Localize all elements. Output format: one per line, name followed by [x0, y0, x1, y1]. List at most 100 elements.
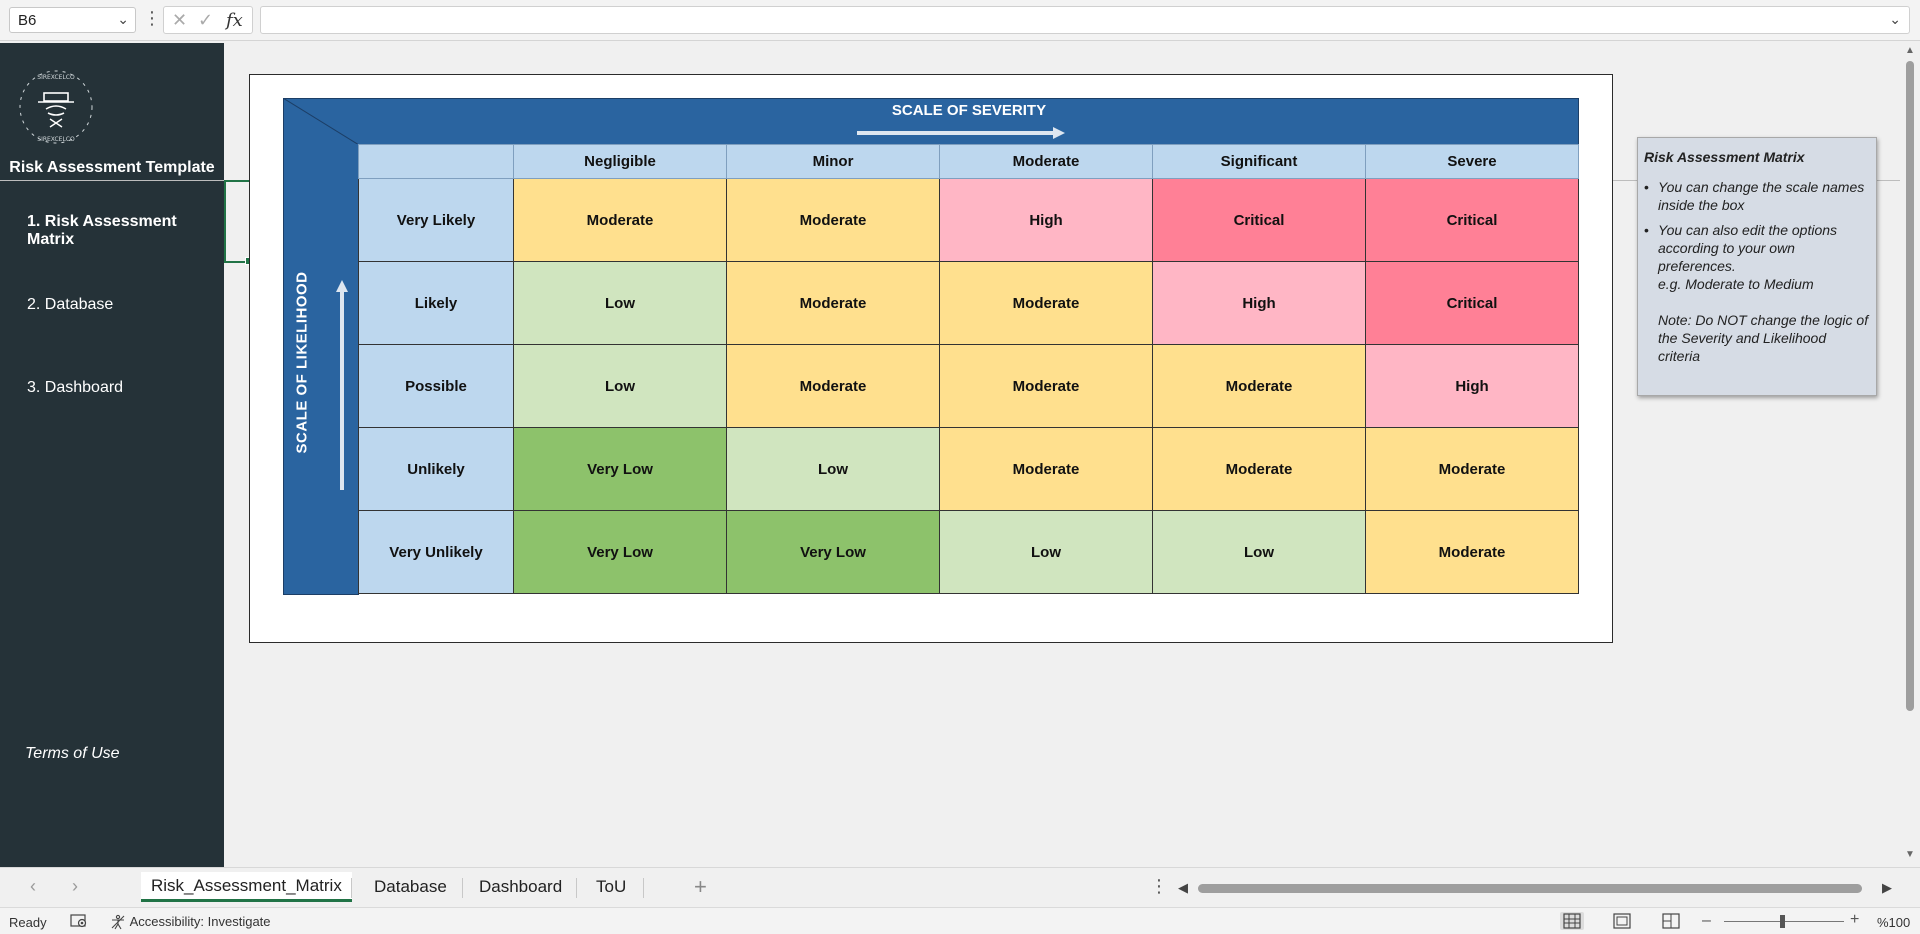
svg-text:SIREXCELCO: SIREXCELCO — [37, 74, 75, 81]
risk-cell[interactable]: Very Low — [513, 427, 727, 511]
matrix-row: Likely Low Moderate Moderate High Critic… — [358, 261, 1579, 345]
risk-cell[interactable]: Critical — [1365, 261, 1579, 345]
severity-header[interactable]: Minor — [726, 144, 940, 179]
note-list: You can change the scale names inside th… — [1644, 178, 1870, 275]
terms-of-use-link[interactable]: Terms of Use — [25, 745, 120, 762]
risk-cell[interactable]: Moderate — [726, 261, 940, 345]
risk-cell[interactable]: Moderate — [939, 344, 1153, 428]
severity-header[interactable]: Significant — [1152, 144, 1366, 179]
tab-divider — [351, 878, 352, 898]
risk-cell[interactable]: Moderate — [1152, 344, 1366, 428]
note-warning: Note: Do NOT change the logic of the Sev… — [1658, 312, 1869, 364]
matrix-row: Very Unlikely Very Low Very Low Low Low … — [358, 510, 1579, 594]
horizontal-scrollbar[interactable]: ◀ ▶ — [1178, 880, 1892, 896]
risk-cell[interactable]: Moderate — [1365, 427, 1579, 511]
sidebar-item-dashboard[interactable]: 3. Dashboard — [27, 379, 124, 396]
horizontal-scroll-thumb[interactable] — [1198, 884, 1862, 893]
scroll-left-icon[interactable]: ◀ — [1178, 880, 1188, 895]
risk-cell[interactable]: Moderate — [726, 178, 940, 262]
logo-icon: SIREXCELCO SIREXCELCO — [19, 70, 93, 144]
tab-divider — [643, 878, 644, 898]
fx-icon[interactable]: fx — [226, 10, 243, 31]
more-options-icon[interactable]: ⋮ — [143, 8, 161, 28]
matrix-row: Unlikely Very Low Low Moderate Moderate … — [358, 427, 1579, 511]
severity-title: SCALE OF SEVERITY — [891, 102, 1047, 119]
vertical-scroll-thumb[interactable] — [1906, 61, 1914, 711]
risk-cell[interactable]: Low — [513, 344, 727, 428]
tab-risk-assessment-matrix[interactable]: Risk_Assessment_Matrix — [141, 872, 352, 902]
name-box[interactable]: B6 ⌄ — [9, 7, 136, 33]
instructions-note[interactable]: Risk Assessment Matrix You can change th… — [1637, 137, 1877, 396]
chevron-right-icon[interactable]: › — [72, 876, 78, 896]
risk-matrix: SCALE OF SEVERITY SCALE OF LIKELIHOOD Ne… — [283, 98, 1579, 595]
tab-divider — [462, 878, 463, 898]
severity-header[interactable]: Severe — [1365, 144, 1579, 179]
formula-bar: B6 ⌄ ⋮ ✕ ✓ fx ⌄ — [0, 0, 1920, 41]
selected-cell-b6[interactable] — [224, 180, 253, 265]
risk-cell[interactable]: Moderate — [513, 178, 727, 262]
accessibility-label: Accessibility: Investigate — [129, 914, 271, 930]
corner-diagonal — [283, 98, 359, 145]
sheet-tab-bar: ‹ › Risk_Assessment_Matrix Database Dash… — [0, 867, 1920, 907]
scroll-down-icon[interactable]: ▼ — [1905, 849, 1915, 860]
chevron-down-icon[interactable]: ⌄ — [117, 11, 129, 27]
chevron-down-icon[interactable]: ⌄ — [1889, 11, 1901, 27]
likelihood-label[interactable]: Unlikely — [358, 427, 514, 511]
tab-database[interactable]: Database — [374, 877, 447, 896]
risk-cell[interactable]: High — [1152, 261, 1366, 345]
vertical-scrollbar[interactable]: ▲ ▼ — [1900, 43, 1920, 867]
likelihood-label[interactable]: Very Likely — [358, 178, 514, 262]
risk-cell[interactable]: Critical — [1365, 178, 1579, 262]
formula-input[interactable]: ⌄ — [260, 6, 1910, 34]
scroll-right-icon[interactable]: ▶ — [1882, 880, 1892, 895]
right-arrow-icon — [857, 127, 1065, 139]
sidebar-item-risk-matrix[interactable]: 1. Risk Assessment Matrix — [27, 213, 177, 248]
scroll-up-icon[interactable]: ▲ — [1905, 45, 1915, 56]
zoom-out-icon[interactable]: – — [1702, 912, 1711, 929]
likelihood-title: SCALE OF LIKELIHOOD — [293, 271, 311, 454]
risk-cell[interactable]: High — [939, 178, 1153, 262]
severity-header[interactable]: Moderate — [939, 144, 1153, 179]
chevron-left-icon[interactable]: ‹ — [30, 876, 36, 896]
severity-header-row: Negligible Minor Moderate Significant Se… — [358, 144, 1579, 179]
matrix-table: Negligible Minor Moderate Significant Se… — [358, 144, 1579, 594]
status-ready: Ready — [9, 915, 47, 930]
header-corner-cell[interactable] — [358, 144, 514, 179]
risk-cell[interactable]: Very Low — [513, 510, 727, 594]
likelihood-label[interactable]: Likely — [358, 261, 514, 345]
risk-cell[interactable]: Low — [726, 427, 940, 511]
sidebar-title: Risk Assessment Template — [9, 159, 215, 176]
risk-cell[interactable]: Moderate — [939, 261, 1153, 345]
risk-cell[interactable]: Low — [939, 510, 1153, 594]
accessibility-status[interactable]: Accessibility: Investigate — [110, 913, 271, 930]
normal-view-icon[interactable] — [1560, 912, 1584, 930]
severity-header[interactable]: Negligible — [513, 144, 727, 179]
matrix-row: Possible Low Moderate Moderate Moderate … — [358, 344, 1579, 428]
risk-cell[interactable]: Moderate — [726, 344, 940, 428]
name-box-value: B6 — [18, 12, 37, 29]
likelihood-label[interactable]: Possible — [358, 344, 514, 428]
risk-cell[interactable]: Moderate — [939, 427, 1153, 511]
page-break-icon[interactable] — [1659, 912, 1683, 930]
plus-icon[interactable]: + — [694, 874, 707, 899]
risk-cell[interactable]: Critical — [1152, 178, 1366, 262]
svg-text:SIREXCELCO: SIREXCELCO — [37, 136, 75, 143]
more-options-icon[interactable]: ⋮ — [1150, 876, 1168, 896]
risk-cell[interactable]: Low — [513, 261, 727, 345]
risk-cell[interactable]: Low — [1152, 510, 1366, 594]
zoom-in-icon[interactable]: + — [1850, 911, 1860, 928]
risk-cell[interactable]: Very Low — [726, 510, 940, 594]
likelihood-label[interactable]: Very Unlikely — [358, 510, 514, 594]
record-macro-icon[interactable] — [70, 913, 88, 929]
zoom-slider-thumb[interactable] — [1780, 915, 1785, 928]
risk-cell[interactable]: High — [1365, 344, 1579, 428]
risk-cell[interactable]: Moderate — [1365, 510, 1579, 594]
risk-cell[interactable]: Moderate — [1152, 427, 1366, 511]
tab-dashboard[interactable]: Dashboard — [479, 877, 563, 896]
x-icon[interactable]: ✕ — [172, 10, 188, 30]
tab-tou[interactable]: ToU — [596, 877, 627, 896]
page-layout-icon[interactable] — [1610, 912, 1634, 930]
check-icon[interactable]: ✓ — [198, 10, 214, 30]
sidebar-item-database[interactable]: 2. Database — [27, 296, 114, 313]
zoom-level[interactable]: %100 — [1877, 915, 1911, 930]
